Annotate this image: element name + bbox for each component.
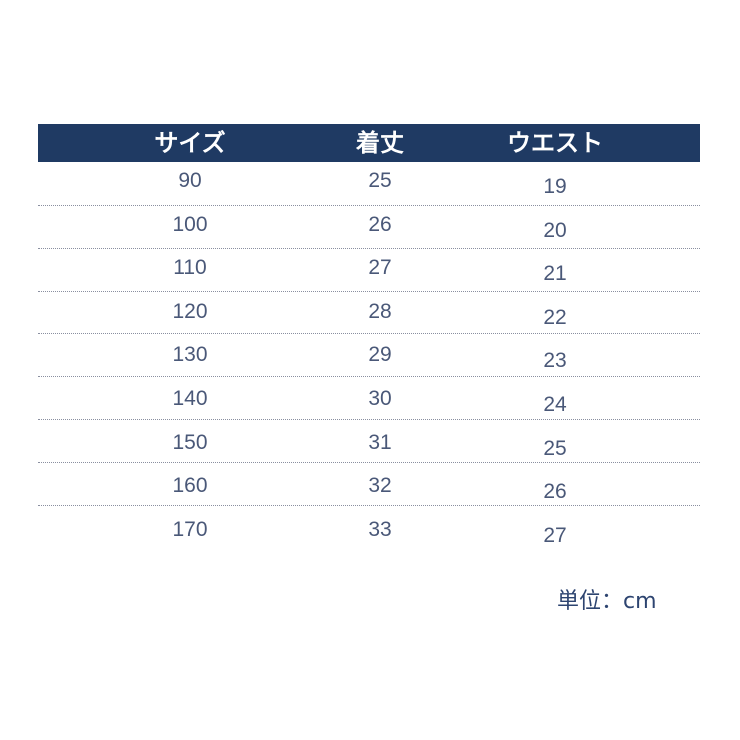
table-cell: 33 — [368, 517, 392, 541]
header-length: 着丈 — [356, 129, 404, 157]
row-divider — [38, 461, 700, 463]
table-cell: 23 — [543, 349, 567, 373]
table-cell: 110 — [173, 256, 207, 280]
table-cell: 90 — [178, 169, 202, 192]
row-divider — [38, 504, 700, 506]
table-cell: 170 — [172, 517, 208, 541]
table-cell: 21 — [543, 262, 567, 286]
table-cell: 32 — [368, 474, 392, 498]
table-row: 150 31 25 — [38, 431, 700, 475]
table-cell: 24 — [543, 393, 567, 416]
row-divider — [38, 333, 700, 335]
table-cell: 19 — [543, 175, 567, 198]
header-size: サイズ — [154, 129, 226, 157]
row-divider — [38, 419, 700, 420]
table-row: 100 26 20 — [38, 213, 700, 257]
row-divider — [38, 247, 700, 249]
table-cell: 26 — [368, 212, 392, 236]
table-row: 120 28 22 — [38, 300, 700, 344]
table-cell: 31 — [368, 430, 392, 454]
table-row: 170 33 27 — [38, 518, 700, 562]
header-waist: ウエスト — [507, 129, 603, 157]
table-cell: 29 — [368, 343, 392, 367]
table-cell: 27 — [368, 256, 392, 280]
table-cell: 30 — [368, 387, 392, 410]
table-row: 110 27 21 — [38, 256, 700, 300]
table-cell: 25 — [368, 169, 392, 192]
table-cell: 120 — [172, 299, 208, 323]
row-divider — [38, 205, 700, 206]
table-row: 160 32 26 — [38, 474, 700, 518]
table-cell: 130 — [172, 343, 208, 367]
table-cell: 160 — [172, 474, 208, 498]
row-divider — [38, 290, 700, 292]
table-cell: 100 — [172, 212, 208, 236]
row-divider — [38, 376, 700, 378]
table-header: サイズ 着丈 ウエスト — [38, 124, 700, 162]
table-row: 130 29 23 — [38, 343, 700, 387]
table-cell: 25 — [543, 436, 567, 460]
unit-label: 単位：cm — [557, 589, 657, 614]
table-cell: 28 — [368, 299, 392, 323]
table-cell: 20 — [543, 218, 567, 242]
table-row: 140 30 24 — [38, 387, 700, 431]
table-cell: 22 — [543, 305, 567, 329]
table-cell: 140 — [172, 387, 208, 410]
table-cell: 26 — [543, 480, 567, 504]
table-cell: 27 — [543, 523, 567, 547]
table-cell: 150 — [172, 430, 208, 454]
table-row: 90 25 19 — [38, 169, 700, 213]
